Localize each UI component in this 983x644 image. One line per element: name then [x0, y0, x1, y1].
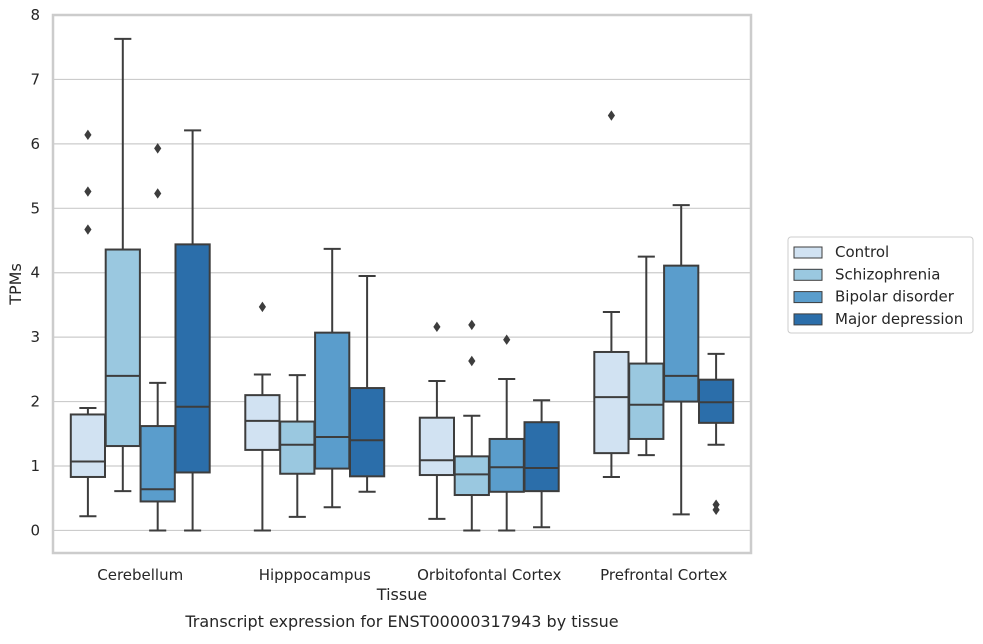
outlier-point	[84, 186, 92, 197]
outlier-point	[712, 499, 720, 510]
box-body	[69, 413, 107, 478]
y-tick-label: 1	[30, 457, 40, 475]
outlier-point	[154, 188, 162, 199]
legend-label: Bipolar disorder	[835, 288, 955, 306]
outlier-point	[433, 321, 441, 333]
y-tick-label: 7	[30, 70, 40, 88]
box-bipolar-disorder	[488, 378, 525, 532]
box-bipolar-disorder	[139, 381, 176, 532]
box-body	[348, 387, 386, 478]
legend-swatch	[793, 291, 823, 304]
y-axis-label: TPMs	[6, 263, 25, 306]
box-bipolar-disorder	[314, 247, 351, 509]
y-tick-label: 4	[30, 264, 40, 282]
box-major-depression	[174, 129, 211, 532]
x-tick-label: Orbitofontal Cortex	[417, 566, 561, 584]
chart-caption: Transcript expression for ENST0000031794…	[184, 612, 618, 631]
box-major-depression	[523, 399, 560, 529]
box-body	[523, 421, 560, 493]
y-tick-label: 8	[30, 6, 40, 24]
box-body	[628, 362, 665, 440]
outlier-point	[258, 301, 266, 313]
box-control	[418, 379, 456, 520]
legend-swatch	[793, 268, 823, 281]
box-body	[418, 416, 456, 477]
legend: Control Schizophrenia Bipolar disorder Majo…	[787, 236, 974, 334]
x-tick-label: Cerebellum	[97, 566, 183, 584]
box-body	[593, 350, 630, 455]
box-control	[69, 407, 107, 518]
box-bipolar-disorder	[663, 204, 700, 516]
legend-swatch	[793, 246, 823, 259]
x-tick-label: Hipppocampus	[259, 566, 371, 584]
box-body	[244, 394, 281, 451]
y-tick-label: 0	[30, 521, 40, 539]
legend-label: Schizophrenia	[835, 265, 940, 283]
legend-label: Major depression	[835, 310, 963, 328]
outlier-points	[84, 110, 720, 516]
outlier-point	[607, 110, 615, 121]
box-schizophrenia	[628, 255, 665, 457]
outlier-point	[503, 334, 511, 345]
box-major-depression	[348, 274, 386, 493]
x-axis-label: Tissue	[376, 585, 427, 604]
outlier-point	[84, 224, 92, 235]
box-groups	[69, 37, 735, 532]
y-tick-label: 5	[30, 199, 40, 217]
box-body	[174, 243, 211, 474]
box-schizophrenia	[453, 414, 490, 532]
box-schizophrenia	[104, 37, 141, 493]
plot-frame	[51, 13, 753, 555]
box-schizophrenia	[279, 374, 316, 518]
legend-swatch	[793, 313, 823, 326]
outlier-point	[468, 319, 476, 331]
x-tick-label: Prefrontal Cortex	[600, 566, 727, 584]
y-axis-ticks: 0 1 2 3 4 5 6 7 8	[30, 6, 40, 539]
outlier-point	[154, 143, 162, 154]
box-control	[593, 311, 630, 478]
y-tick-label: 2	[30, 393, 40, 411]
outlier-point	[468, 355, 476, 367]
box-body	[279, 420, 316, 475]
box-body	[453, 455, 490, 497]
y-tick-label: 6	[30, 135, 40, 153]
box-control	[244, 373, 281, 532]
legend-frame	[787, 236, 974, 334]
outlier-point	[84, 129, 92, 141]
box-major-depression	[697, 352, 735, 446]
x-axis-ticks: Cerebellum Hipppocampus Orbitofontal Corte…	[97, 566, 727, 584]
box-body	[314, 331, 351, 470]
y-tick-label: 3	[30, 328, 40, 346]
box-body	[663, 264, 700, 403]
box-body	[488, 437, 525, 493]
box-body	[104, 248, 141, 448]
legend-label: Control	[835, 243, 889, 261]
